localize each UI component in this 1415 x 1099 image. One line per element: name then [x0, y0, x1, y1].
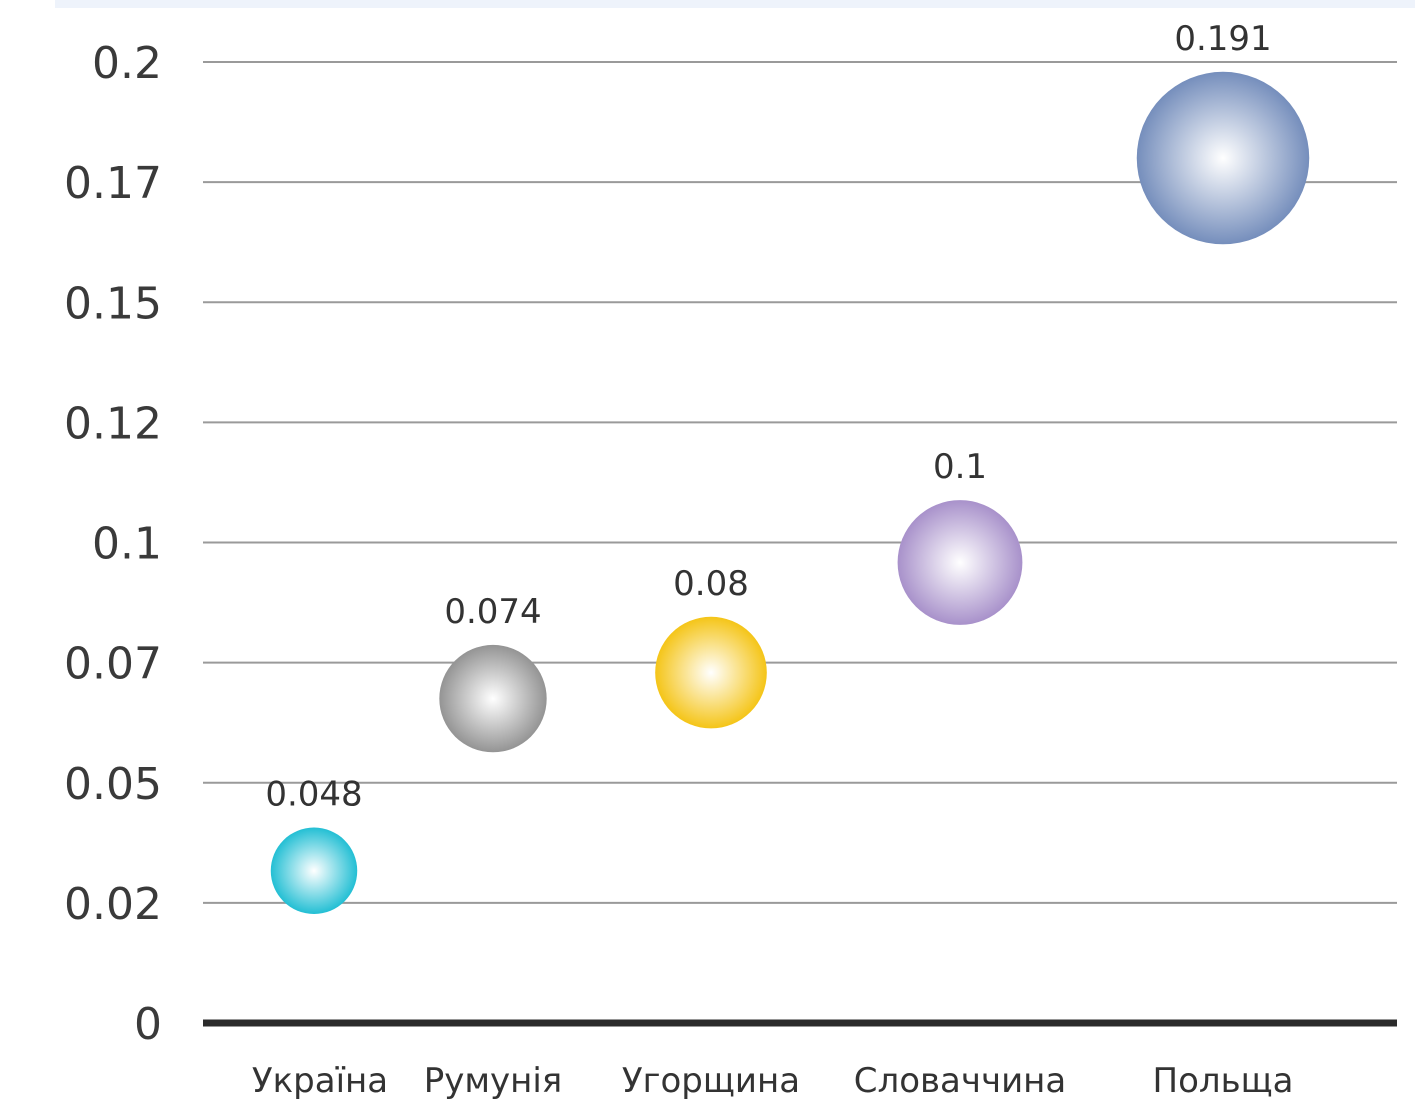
y-tick-label: 0.1	[92, 519, 162, 570]
x-category-label: Україна	[252, 1061, 388, 1099]
bubble-3	[655, 616, 767, 729]
bubble-4	[897, 500, 1023, 625]
y-tick-label: 0.2	[92, 38, 162, 89]
y-tick-label: 0	[134, 999, 162, 1050]
bubble-1	[270, 827, 358, 914]
y-tick-label: 0.07	[64, 639, 162, 690]
data-label: 0.1	[933, 447, 987, 487]
x-category-label: Словаччина	[854, 1061, 1066, 1099]
top-strip	[55, 0, 1415, 8]
data-label: 0.048	[265, 775, 362, 815]
bubble-5	[1136, 71, 1310, 245]
y-tick-label: 0.02	[64, 879, 162, 930]
x-category-label: Угорщина	[622, 1061, 800, 1099]
data-label: 0.074	[444, 592, 541, 632]
bubble-2	[439, 644, 547, 753]
y-tick-label: 0.17	[64, 158, 162, 209]
y-tick-label: 0.05	[64, 759, 162, 810]
data-label: 0.191	[1174, 19, 1271, 59]
x-category-label: Румунія	[424, 1061, 563, 1099]
y-tick-label: 0.12	[64, 398, 162, 449]
data-label: 0.08	[673, 564, 749, 604]
x-category-label: Польща	[1153, 1061, 1294, 1099]
y-tick-label: 0.15	[64, 278, 162, 329]
